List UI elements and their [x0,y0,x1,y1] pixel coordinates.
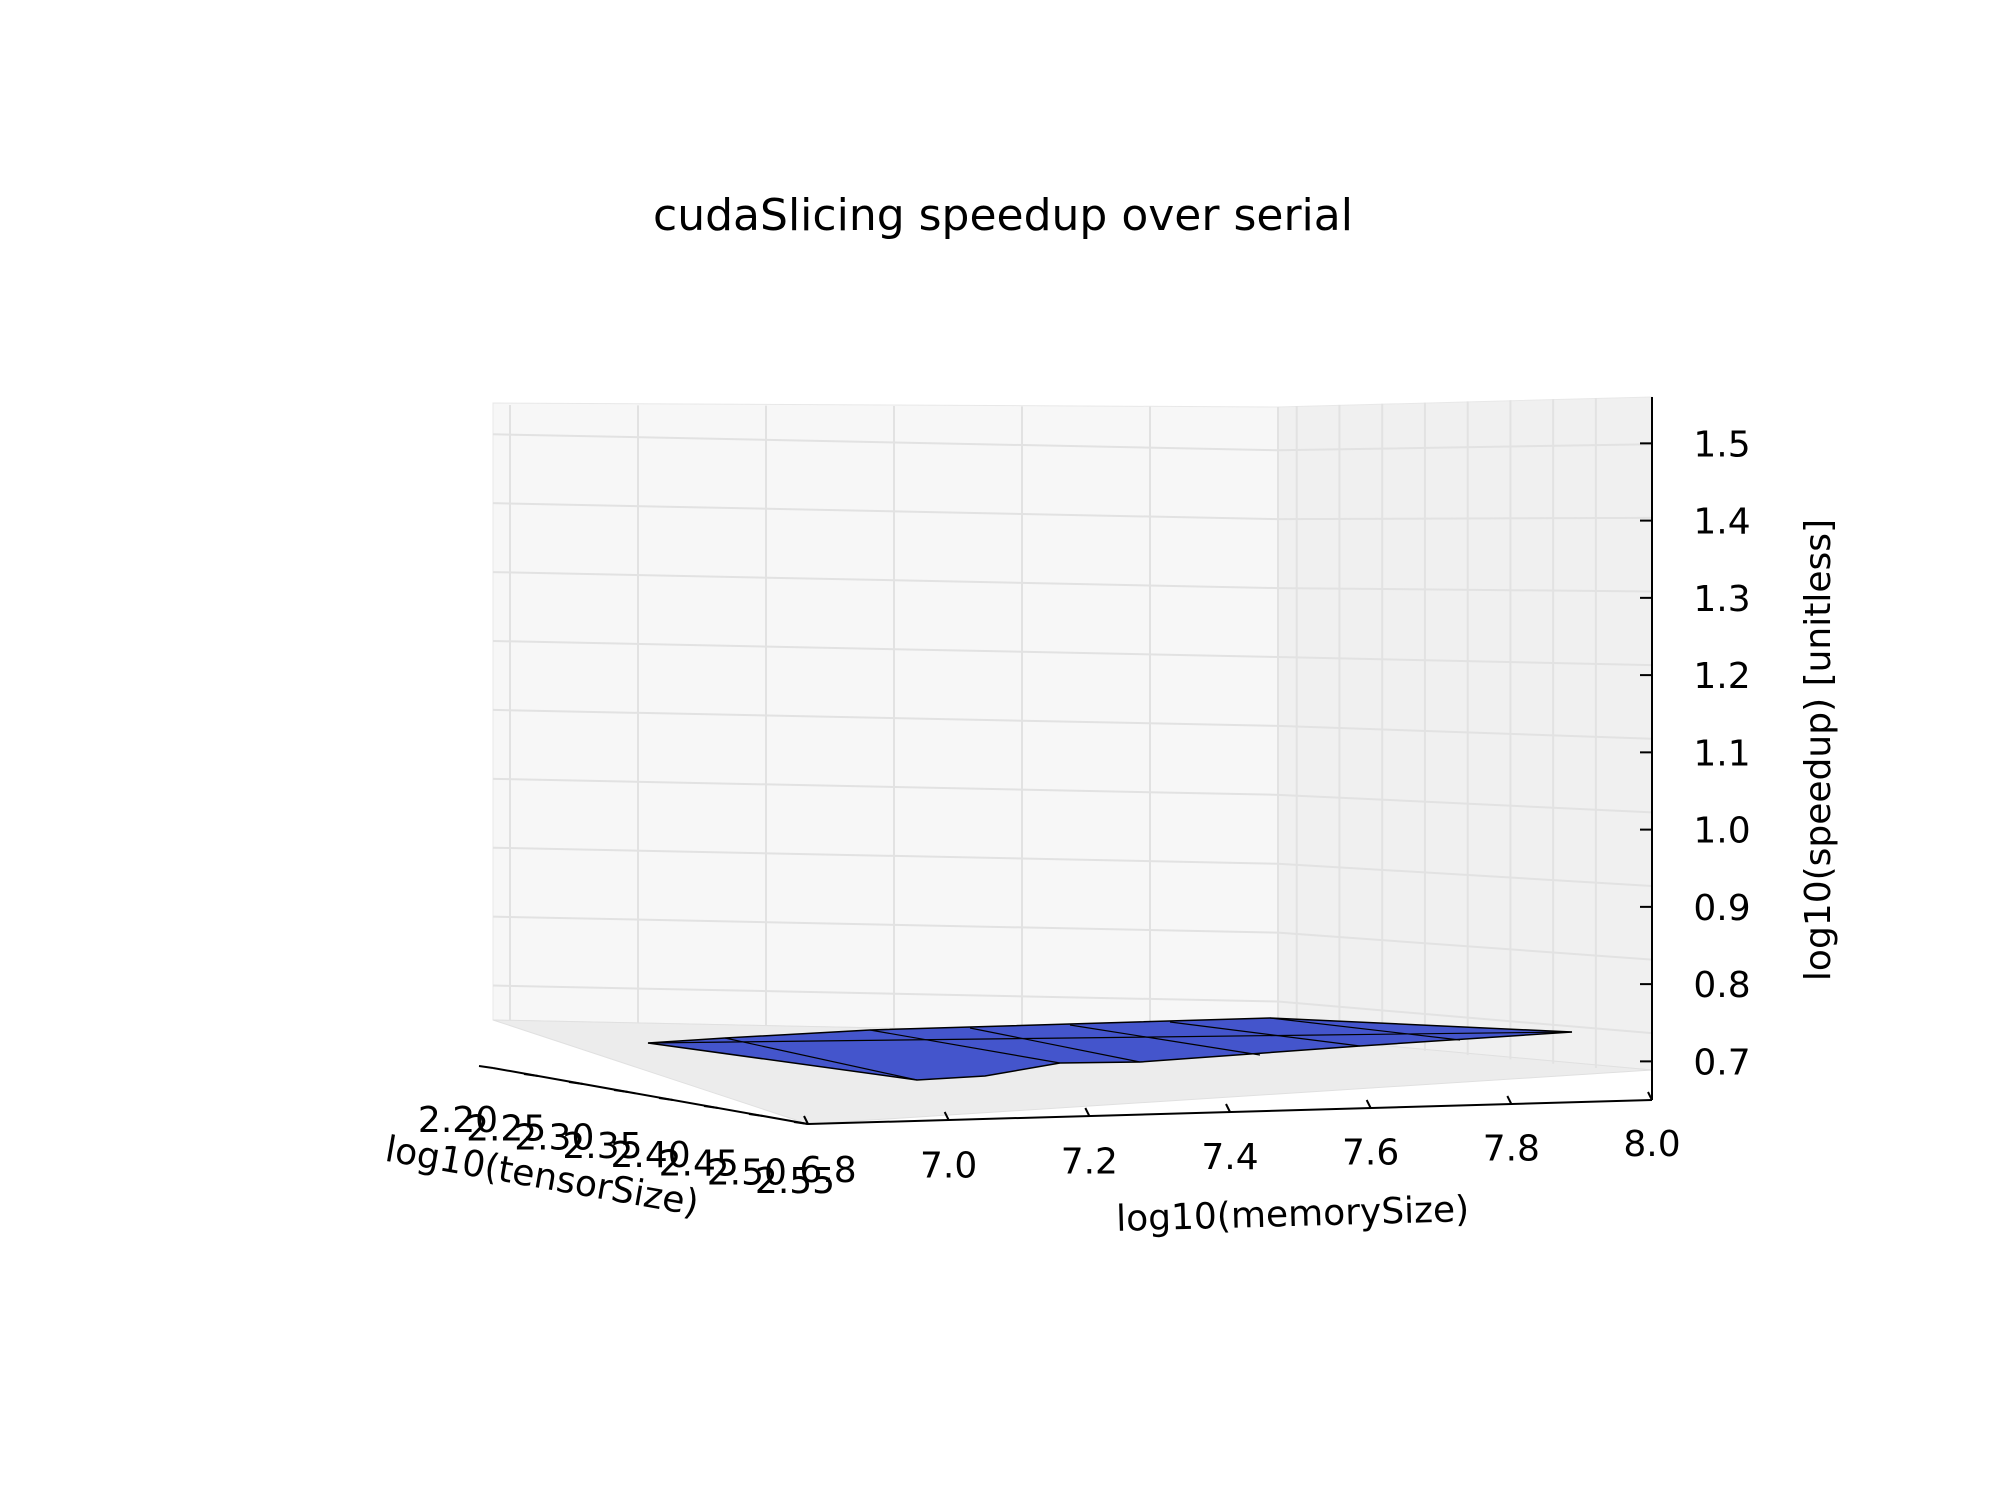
surface-wire [724,1037,918,1081]
y-tick-mark [523,1073,539,1077]
x-tick-mark [1647,1091,1653,1101]
x-tick-mark [1225,1103,1231,1113]
x-tick-label: 7.4 [1201,1137,1258,1178]
chart-title: cudaSlicing speedup over serial [653,190,1353,241]
y-tick-mark [613,1089,629,1093]
z-tick-label: 0.9 [1693,888,1750,929]
z-axis-ticks: 0.7 0.8 0.9 1.0 1.1 1.2 1.3 1.4 1.5 [1640,424,1751,1083]
z-tick-label: 1.3 [1693,579,1750,620]
x-tick-label: 7.2 [1061,1141,1118,1182]
z-tick-label: 0.8 [1693,965,1750,1006]
surface-wire [1269,1017,1461,1041]
y-axis-ticks: 2.202.252.302.352.402.452.502.55 [418,1065,835,1202]
y-tick-label: 2.20 [418,1100,498,1141]
surface-wire [1069,1024,1261,1056]
z-tick-label: 1.4 [1693,502,1750,543]
y-tick-label: 2.25 [466,1109,546,1150]
surface-wire [647,1031,1573,1044]
surface-wire [1169,1021,1361,1047]
x-tick-mark [1506,1095,1513,1105]
y-tick-mark [658,1097,674,1101]
z-tick-label: 1.1 [1693,733,1750,774]
y-tick-label: 2.50 [707,1152,787,1193]
y-tick-mark [478,1065,494,1069]
y-tick-mark [568,1081,584,1085]
z-axis-label: log10(speedup) [unitless] [1798,519,1839,981]
y-tick-mark [793,1121,809,1125]
z-tick-label: 1.5 [1693,424,1750,465]
z-tick-label: 1.2 [1693,656,1750,697]
x-tick-label: 7.0 [920,1146,977,1187]
x-tick-label: 6.8 [799,1150,856,1191]
y-tick-mark [748,1113,764,1117]
x-tick-mark [943,1111,950,1121]
y-tick-label: 2.55 [755,1161,835,1202]
y-tick-label: 2.35 [562,1126,642,1167]
x-axis-label: log10(memorySize) [1116,1189,1470,1240]
back-pane [492,402,1279,1037]
y-tick-label: 2.45 [659,1144,739,1185]
x-tick-mark [1365,1099,1372,1109]
y-tick-label: 2.30 [514,1117,594,1158]
y-tick-mark [703,1105,719,1109]
x-tick-label: 7.6 [1342,1133,1399,1174]
grid-lines [492,398,1653,1068]
z-tick-label: 1.0 [1693,811,1750,852]
x-tick-label: 8.0 [1623,1124,1680,1165]
z-tick-label: 0.7 [1693,1042,1750,1083]
x-axis-ticks: 6.8 7.0 7.2 7.4 7.6 7.8 8.0 [799,1091,1681,1191]
surface-wire [969,1027,1141,1063]
x-tick-label: 7.8 [1483,1128,1540,1169]
surface-plot [647,1017,1573,1081]
x-tick-mark [1084,1107,1091,1117]
surface-wire [869,1029,1061,1064]
y-tick-label: 2.40 [610,1135,690,1176]
x-tick-mark [803,1115,809,1125]
